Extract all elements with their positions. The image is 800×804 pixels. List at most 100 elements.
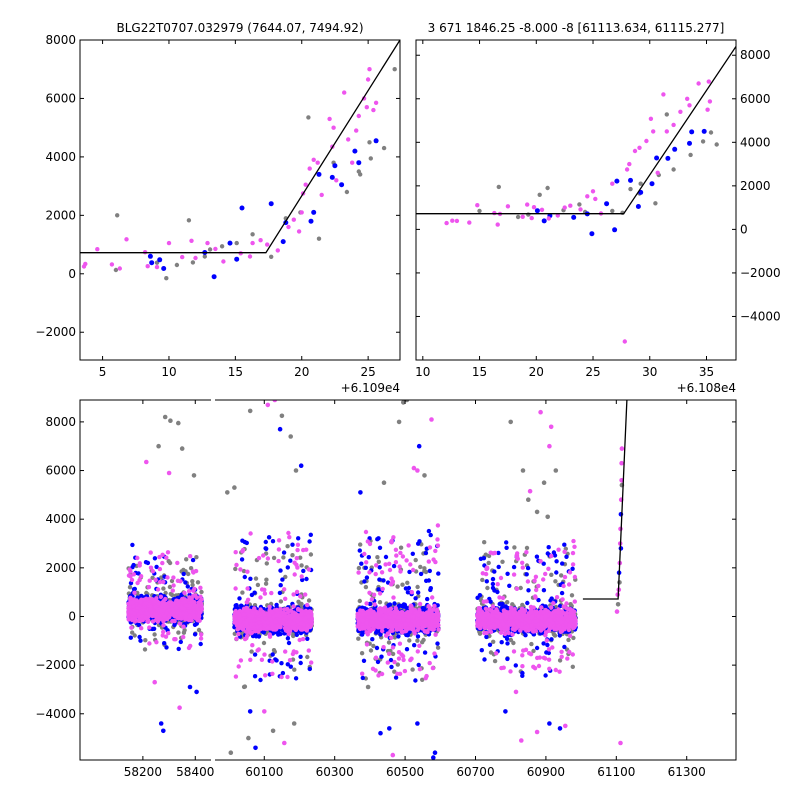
grey-point xyxy=(290,553,294,557)
grey-point xyxy=(367,140,371,144)
pink-point xyxy=(195,618,199,622)
pink-point xyxy=(651,129,655,133)
pink-point xyxy=(161,619,165,623)
pink-point xyxy=(174,606,178,610)
y-tick-label: 0 xyxy=(68,267,76,281)
axes-frame xyxy=(416,40,736,360)
pink-point xyxy=(320,193,324,197)
blue-point xyxy=(535,208,540,213)
x-tick-label: 15 xyxy=(228,365,243,379)
blue-point xyxy=(281,671,285,675)
grey-point xyxy=(281,555,285,559)
pink-point xyxy=(124,237,128,241)
pink-point xyxy=(158,567,162,571)
pink-point xyxy=(279,675,283,679)
blue-point xyxy=(243,575,247,579)
pink-point xyxy=(291,592,295,596)
pink-point xyxy=(585,194,589,198)
pink-point xyxy=(296,543,300,547)
panel-title: BLG22T0707.032979 (7644.07, 7494.92) xyxy=(116,21,363,35)
y-tick-label: −4000 xyxy=(740,309,781,323)
pink-point xyxy=(181,635,185,639)
pink-point xyxy=(255,625,259,629)
pink-point xyxy=(156,587,160,591)
pink-point xyxy=(301,637,305,641)
grey-point xyxy=(130,630,134,634)
blue-point xyxy=(628,178,633,183)
pink-point xyxy=(293,611,297,615)
pink-point xyxy=(177,600,181,604)
blue-point xyxy=(267,535,271,539)
y-tick-label: 4000 xyxy=(45,150,76,164)
pink-point xyxy=(270,626,274,630)
pink-point xyxy=(187,646,191,650)
pink-point xyxy=(277,538,281,542)
pink-point xyxy=(248,658,252,662)
pink-point xyxy=(475,203,479,207)
pink-point xyxy=(532,205,536,209)
pink-point xyxy=(165,575,169,579)
pink-point xyxy=(665,129,669,133)
pink-point xyxy=(130,601,134,605)
blue-point xyxy=(330,175,335,180)
blue-point xyxy=(299,661,303,665)
grey-point xyxy=(152,632,156,636)
blue-point xyxy=(309,219,314,224)
grey-point xyxy=(249,649,253,653)
pink-point xyxy=(178,612,182,616)
pink-point xyxy=(273,619,277,623)
grey-point xyxy=(317,237,321,241)
pink-point xyxy=(334,178,338,182)
pink-point xyxy=(285,675,289,679)
grey-point xyxy=(265,561,269,565)
panel-title: 3 671 1846.25 -8.000 -8 [61113.634, 6111… xyxy=(428,21,725,35)
pink-point xyxy=(236,632,240,636)
pink-point xyxy=(283,649,287,653)
pink-point xyxy=(135,556,139,560)
pink-point xyxy=(173,614,177,618)
blue-point xyxy=(177,647,181,651)
x-tick-label: 15 xyxy=(472,365,487,379)
pink-point xyxy=(293,572,297,576)
pink-point xyxy=(277,618,281,622)
pink-point xyxy=(296,619,300,623)
pink-point xyxy=(193,593,197,597)
blue-point xyxy=(146,561,150,565)
pink-point xyxy=(678,110,682,114)
pink-point xyxy=(266,626,270,630)
blue-point xyxy=(253,652,257,656)
pink-point xyxy=(262,652,266,656)
blue-point xyxy=(295,633,299,637)
y-tick-label: 8000 xyxy=(45,33,76,47)
grey-point xyxy=(305,655,309,659)
blue-point xyxy=(282,550,286,554)
grey-point xyxy=(671,167,675,171)
blue-point xyxy=(264,540,268,544)
pink-point xyxy=(245,586,249,590)
blue-point xyxy=(279,583,283,587)
pink-point xyxy=(374,101,378,105)
pink-point xyxy=(129,626,133,630)
grey-point xyxy=(175,263,179,267)
pink-point xyxy=(118,266,122,270)
pink-point xyxy=(168,601,172,605)
pink-point xyxy=(307,648,311,652)
pink-point xyxy=(346,137,350,141)
pink-point xyxy=(350,161,354,165)
pink-point xyxy=(525,202,529,206)
blue-point xyxy=(240,539,244,543)
pink-point xyxy=(292,561,296,565)
blue-point xyxy=(191,558,195,562)
grey-point xyxy=(220,244,224,248)
pink-point xyxy=(593,197,597,201)
pink-point xyxy=(233,616,237,620)
blue-point xyxy=(702,129,707,134)
grey-point xyxy=(285,544,289,548)
blue-point xyxy=(153,556,157,560)
pink-point xyxy=(287,632,291,636)
pink-point xyxy=(671,123,675,127)
x-offset-label: +6.109e4 xyxy=(341,381,400,395)
grey-point xyxy=(357,566,361,570)
pink-point xyxy=(282,611,286,615)
